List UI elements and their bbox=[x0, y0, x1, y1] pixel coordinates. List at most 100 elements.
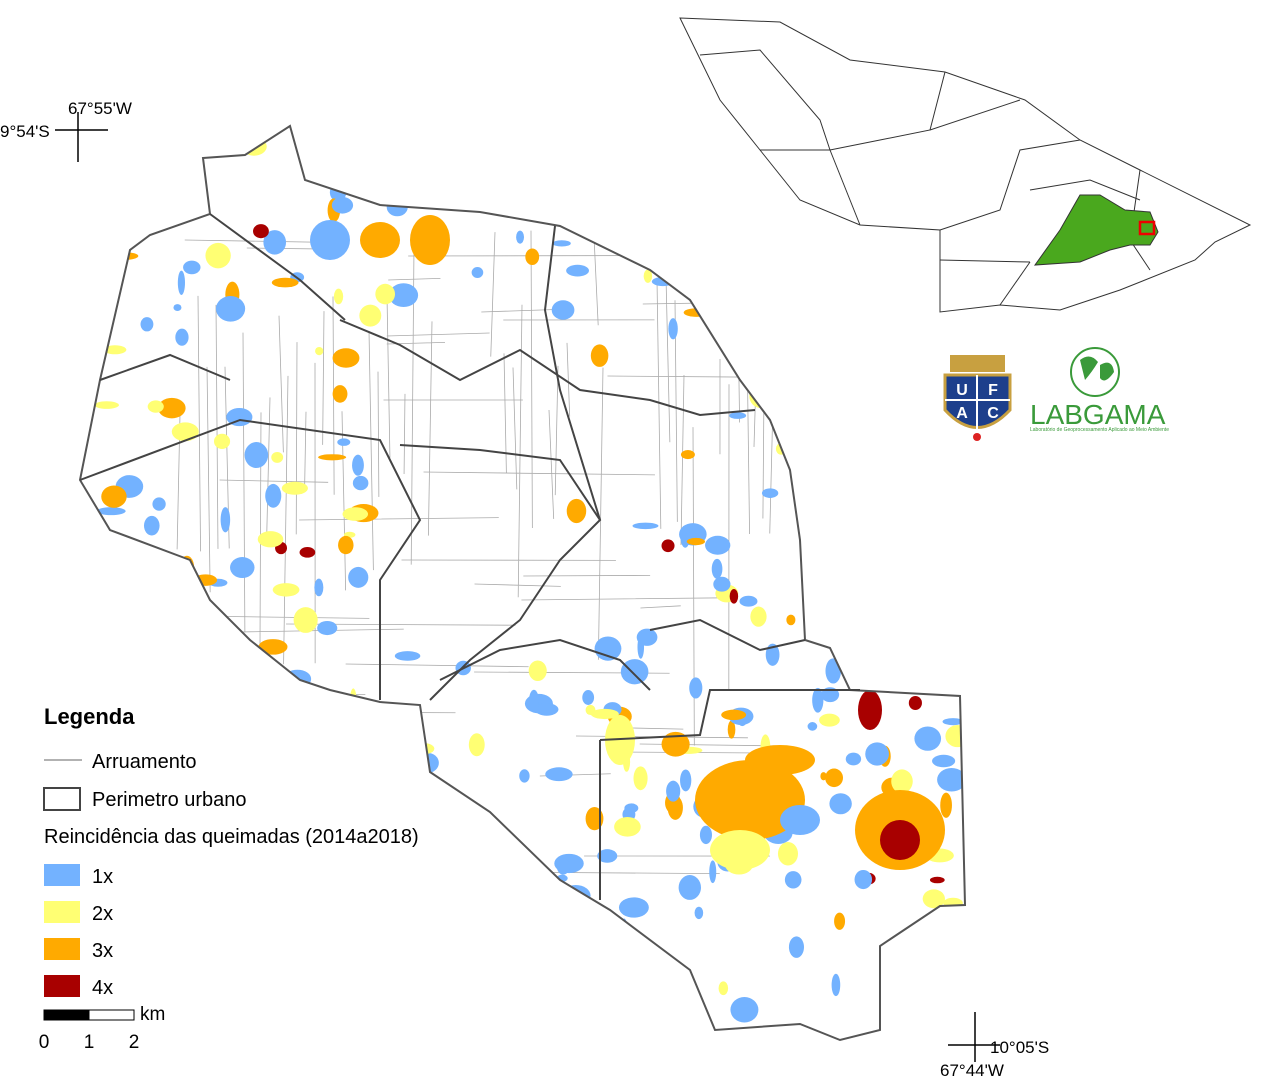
burn-patch bbox=[86, 239, 107, 246]
burn-patch bbox=[152, 497, 166, 511]
shield-letter: U bbox=[956, 382, 968, 399]
burn-patch bbox=[745, 745, 815, 775]
burn-patch bbox=[222, 1003, 251, 1016]
burn-patch bbox=[152, 648, 162, 672]
burn-patch bbox=[317, 620, 338, 636]
burn-patch bbox=[618, 897, 649, 918]
burn-patch bbox=[713, 273, 725, 284]
burn-patch bbox=[891, 769, 913, 794]
burn-patch bbox=[94, 401, 119, 409]
burn-patch bbox=[833, 313, 863, 338]
coord-label: 67°55'W bbox=[68, 99, 132, 118]
burn-patch bbox=[331, 783, 351, 804]
burn-patch bbox=[244, 442, 269, 469]
burn-patch bbox=[332, 385, 348, 403]
labgama-logo: LABGAMA Laboratório de Geoprocessamento … bbox=[1030, 347, 1169, 433]
burn-patch bbox=[270, 888, 301, 901]
burn-patch bbox=[236, 1003, 255, 1023]
burn-patch bbox=[293, 607, 318, 633]
burn-patch bbox=[807, 722, 818, 731]
burn-patch bbox=[633, 766, 648, 791]
burn-patch bbox=[786, 614, 796, 626]
burn-patch bbox=[133, 142, 146, 154]
legend-title: Legenda bbox=[44, 704, 135, 729]
burn-patch bbox=[929, 876, 945, 884]
burn-patch bbox=[713, 576, 731, 592]
burn-patch bbox=[769, 214, 783, 233]
burn-patch bbox=[209, 692, 228, 711]
burn-patch bbox=[265, 483, 282, 508]
burn-patch bbox=[945, 532, 965, 542]
burn-patch bbox=[908, 695, 922, 711]
burn-patch bbox=[262, 781, 273, 798]
burn-patch bbox=[911, 617, 927, 628]
burn-patch bbox=[582, 690, 595, 705]
burn-patch bbox=[948, 1021, 957, 1040]
burn-patch bbox=[639, 134, 652, 147]
burn-patch bbox=[678, 875, 701, 900]
burn-patch bbox=[585, 806, 604, 831]
burn-patch bbox=[410, 215, 450, 265]
burn-patch bbox=[786, 301, 803, 321]
burn-patch bbox=[616, 127, 637, 146]
burn-patch bbox=[622, 178, 641, 196]
burn-patch bbox=[761, 488, 779, 498]
burn-patch bbox=[836, 429, 855, 450]
burn-patch bbox=[892, 419, 913, 442]
burn-patch bbox=[718, 981, 729, 996]
burn-patch bbox=[545, 767, 573, 782]
burn-patch bbox=[566, 498, 587, 524]
burn-patch bbox=[942, 718, 964, 726]
inset-map bbox=[679, 17, 1252, 313]
burn-patch bbox=[315, 346, 324, 356]
burn-patch bbox=[353, 146, 369, 161]
burn-patch bbox=[301, 723, 313, 736]
burn-patch bbox=[643, 269, 653, 283]
burn-patch bbox=[452, 822, 482, 833]
burn-patch bbox=[330, 728, 345, 746]
burn-patch bbox=[80, 374, 93, 387]
burn-patch bbox=[348, 566, 369, 588]
burn-patch bbox=[216, 895, 247, 914]
burn-patch bbox=[581, 1011, 612, 1019]
burn-patch bbox=[945, 725, 965, 748]
burn-patch bbox=[348, 1007, 371, 1034]
burn-patch bbox=[792, 267, 815, 277]
burn-patch bbox=[337, 849, 352, 864]
legend-swatch bbox=[44, 901, 80, 923]
burn-patch bbox=[729, 412, 747, 419]
burn-patch bbox=[819, 713, 840, 727]
burn-patch bbox=[232, 929, 244, 944]
burn-patch bbox=[823, 372, 833, 383]
burn-patch bbox=[314, 1018, 321, 1027]
burn-patch bbox=[695, 760, 805, 840]
burn-patch bbox=[709, 860, 717, 884]
burn-patch bbox=[505, 961, 520, 968]
burn-patch bbox=[273, 740, 285, 748]
burn-patch bbox=[465, 129, 474, 148]
burn-patch bbox=[528, 689, 539, 713]
burn-patch bbox=[552, 240, 571, 247]
burn-patch bbox=[894, 256, 920, 273]
burn-patch bbox=[661, 539, 675, 553]
burn-patch bbox=[111, 878, 133, 898]
burn-patch bbox=[140, 317, 154, 332]
burn-patch bbox=[825, 768, 844, 788]
burn-patch bbox=[590, 708, 619, 720]
burn-patch bbox=[667, 795, 683, 820]
burn-patch bbox=[620, 659, 649, 685]
burn-patch bbox=[729, 132, 750, 156]
logo-subtext: Laboratório de Geoprocessamento Aplicado… bbox=[1030, 427, 1169, 433]
burn-patch bbox=[94, 262, 124, 272]
burn-patch bbox=[568, 126, 597, 136]
burn-patch bbox=[116, 815, 126, 824]
burn-patch bbox=[299, 547, 316, 558]
burn-patch bbox=[304, 859, 318, 867]
burn-patch bbox=[478, 952, 503, 967]
burn-patch bbox=[140, 126, 156, 142]
burn-patch bbox=[103, 676, 122, 693]
scale-label: 1 bbox=[84, 1032, 95, 1053]
burn-patch bbox=[429, 842, 452, 865]
burn-patch bbox=[914, 726, 942, 751]
